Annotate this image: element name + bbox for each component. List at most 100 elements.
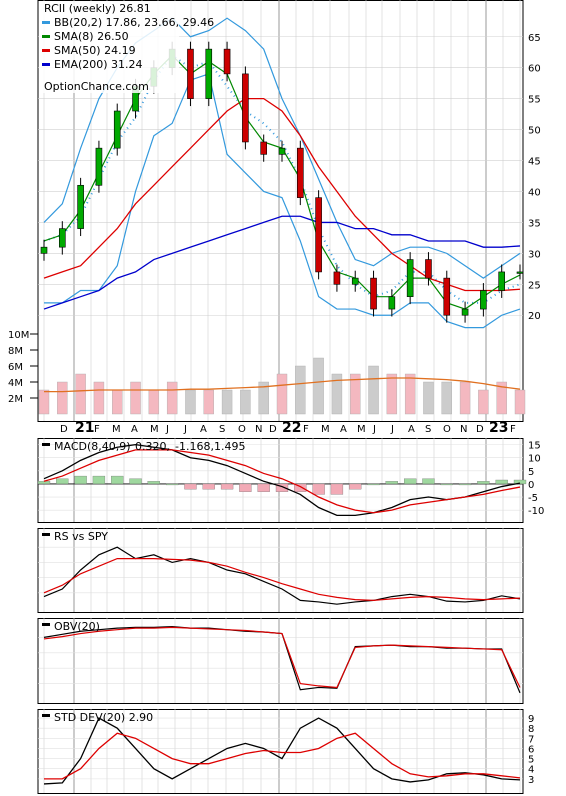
legend-swatch bbox=[42, 63, 50, 66]
std-tick-label: 8 bbox=[528, 724, 534, 735]
volume-tick-label: 8M bbox=[8, 346, 23, 357]
macd-tick-label: -5 bbox=[528, 493, 538, 504]
candle-body bbox=[351, 277, 359, 285]
volume-bar bbox=[93, 381, 105, 415]
volume-ma-line bbox=[44, 377, 521, 393]
macd-value-1: 0.320, bbox=[135, 440, 170, 453]
macd-histogram-bar bbox=[111, 475, 124, 485]
obv-label: OBV(20) bbox=[54, 620, 100, 633]
volume-bar bbox=[240, 389, 251, 415]
macd-line bbox=[43, 443, 521, 517]
legend-background bbox=[39, 1, 179, 93]
candle-body bbox=[187, 48, 194, 99]
std-tick-label: 6 bbox=[528, 744, 534, 755]
macd-tick-label: -10 bbox=[528, 506, 544, 517]
price-tick-label: 30 bbox=[528, 249, 541, 260]
volume-tick-label: 10M bbox=[8, 330, 29, 341]
volume-bar bbox=[331, 373, 343, 415]
volume-bar bbox=[459, 381, 471, 415]
candle-body bbox=[480, 290, 487, 310]
macd-histogram-bar bbox=[184, 483, 197, 490]
x-axis-label: N bbox=[460, 424, 467, 435]
macd-histogram-bar bbox=[477, 481, 490, 485]
candle-body bbox=[388, 296, 396, 310]
macd-histogram-bar bbox=[202, 483, 215, 490]
bb-lower-line bbox=[44, 73, 521, 329]
volume-bar bbox=[368, 365, 379, 415]
std-dev-label: STD DEV(20) 2.90 bbox=[54, 711, 153, 724]
legend-entry: SMA(50) 24.19 bbox=[54, 44, 136, 57]
candle-body bbox=[315, 197, 322, 273]
volume-bar bbox=[276, 373, 288, 415]
macd-histogram-bar bbox=[220, 483, 234, 490]
std-tick-label: 4 bbox=[528, 765, 534, 776]
macd-histogram-bar bbox=[367, 483, 380, 486]
macd-histogram-bar bbox=[458, 483, 472, 486]
volume-bar bbox=[130, 381, 141, 415]
std-tick-label: 7 bbox=[528, 734, 534, 745]
macd-label: MACD(8,40,9) bbox=[54, 440, 131, 453]
rs-ma-line bbox=[43, 557, 521, 602]
x-axis-label: D bbox=[476, 424, 484, 435]
volume-bar bbox=[258, 381, 269, 415]
volume-bar bbox=[423, 381, 434, 415]
volume-bar bbox=[203, 389, 214, 415]
macd-histogram-bar bbox=[239, 483, 252, 492]
macd-histogram-bar bbox=[166, 483, 179, 486]
volume-bar bbox=[185, 389, 196, 415]
volume-bar bbox=[75, 373, 86, 415]
candle-body bbox=[406, 259, 414, 297]
x-axis-label: A bbox=[131, 424, 138, 435]
legend-swatch bbox=[42, 623, 50, 626]
legend-entry: BB(20,2) 17.86, 23.66, 29.46 bbox=[54, 16, 214, 29]
macd-signal-line bbox=[43, 449, 521, 514]
macd-histogram-bar bbox=[56, 478, 69, 485]
volume-bar bbox=[221, 389, 233, 415]
macd-tick-label: 5 bbox=[528, 467, 534, 478]
x-axis-label: J bbox=[372, 424, 376, 435]
x-axis-label: J bbox=[183, 424, 187, 435]
price-tick-label: 35 bbox=[528, 218, 541, 229]
candle-body bbox=[95, 147, 103, 186]
legend-swatch bbox=[42, 35, 50, 38]
volume-bar bbox=[386, 373, 398, 415]
price-tick-label: 55 bbox=[528, 95, 541, 106]
x-axis-label: 23 bbox=[489, 420, 508, 436]
legend-swatch bbox=[42, 49, 50, 52]
candle-body bbox=[443, 277, 451, 316]
volume-bar bbox=[295, 365, 306, 415]
macd-histogram-bar bbox=[422, 478, 435, 485]
panel-frame-rs bbox=[37, 528, 524, 613]
x-axis-label: N bbox=[255, 424, 262, 435]
x-axis-label: M bbox=[321, 424, 330, 435]
volume-bar bbox=[350, 373, 361, 415]
candle-body bbox=[425, 259, 432, 279]
candle-body bbox=[333, 271, 341, 285]
volume-bar bbox=[478, 389, 489, 415]
macd-histogram-bar bbox=[129, 478, 142, 485]
candle-body bbox=[516, 271, 524, 274]
candle-body bbox=[278, 147, 286, 155]
obv-line bbox=[43, 626, 521, 694]
price-tick-label: 45 bbox=[528, 157, 541, 168]
price-tick-label: 40 bbox=[528, 187, 541, 198]
legend-swatch bbox=[42, 533, 50, 536]
candle-body bbox=[77, 184, 84, 229]
legend-entry: EMA(200) 31.24 bbox=[54, 58, 143, 71]
volume-tick-label: 4M bbox=[8, 378, 23, 389]
x-axis-label: M bbox=[150, 424, 159, 435]
macd-histogram-bar bbox=[147, 481, 160, 485]
macd-histogram-bar bbox=[349, 483, 362, 490]
volume-bar bbox=[441, 381, 452, 415]
macd-tick-label: 15 bbox=[528, 441, 541, 452]
legend-entry: SMA(8) 26.50 bbox=[54, 30, 129, 43]
volume-bar bbox=[38, 389, 50, 415]
x-axis-label: O bbox=[238, 424, 246, 435]
macd-histogram-bar bbox=[257, 483, 270, 492]
chart-title: RCII (weekly) 26.81 bbox=[44, 2, 151, 15]
x-axis-label: A bbox=[408, 424, 415, 435]
candle-body bbox=[260, 141, 267, 155]
macd-histogram-bar bbox=[330, 483, 344, 495]
legend-swatch bbox=[42, 443, 50, 446]
